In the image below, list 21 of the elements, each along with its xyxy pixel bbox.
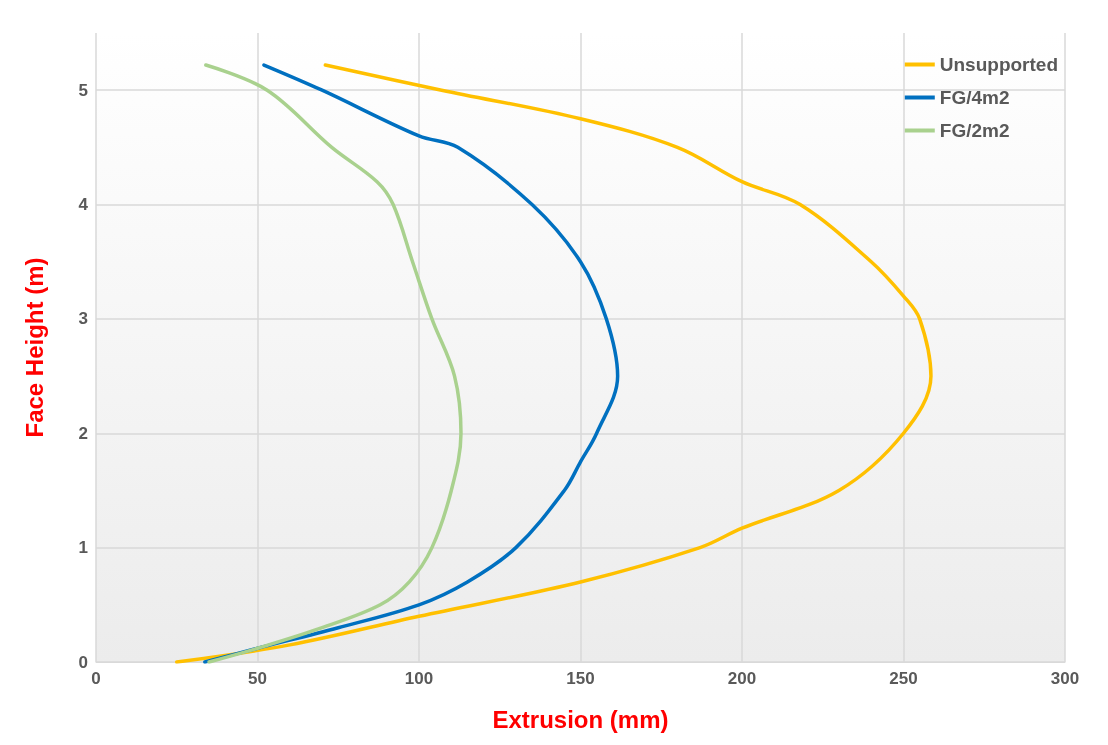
line-series (203, 63, 620, 664)
y-tick-label: 0 (78, 652, 88, 672)
x-tick-label: 0 (91, 669, 101, 688)
x-tick-label: 150 (566, 669, 595, 688)
legend-label: Unsupported (939, 54, 1059, 75)
x-tick-label: 50 (248, 669, 267, 688)
y-axis-title: Face Height (m) (20, 257, 48, 438)
x-axis-title: Extrusion (mm) (492, 705, 669, 733)
x-tick-label: 100 (404, 669, 434, 688)
legend-label: FG/4m2 (939, 87, 1010, 108)
y-tick-label: 1 (78, 538, 88, 558)
y-tick-label: 5 (78, 80, 88, 100)
x-tick-label: 200 (727, 669, 757, 688)
x-tick-label: 300 (1050, 669, 1080, 688)
y-tick-label: 3 (78, 309, 88, 329)
y-tick-label: 4 (78, 195, 89, 215)
y-tick-label: 2 (78, 423, 88, 443)
legend-label: FG/2m2 (939, 120, 1010, 141)
x-tick-label: 250 (889, 669, 918, 688)
line-series (175, 63, 933, 664)
line-series (204, 63, 463, 664)
